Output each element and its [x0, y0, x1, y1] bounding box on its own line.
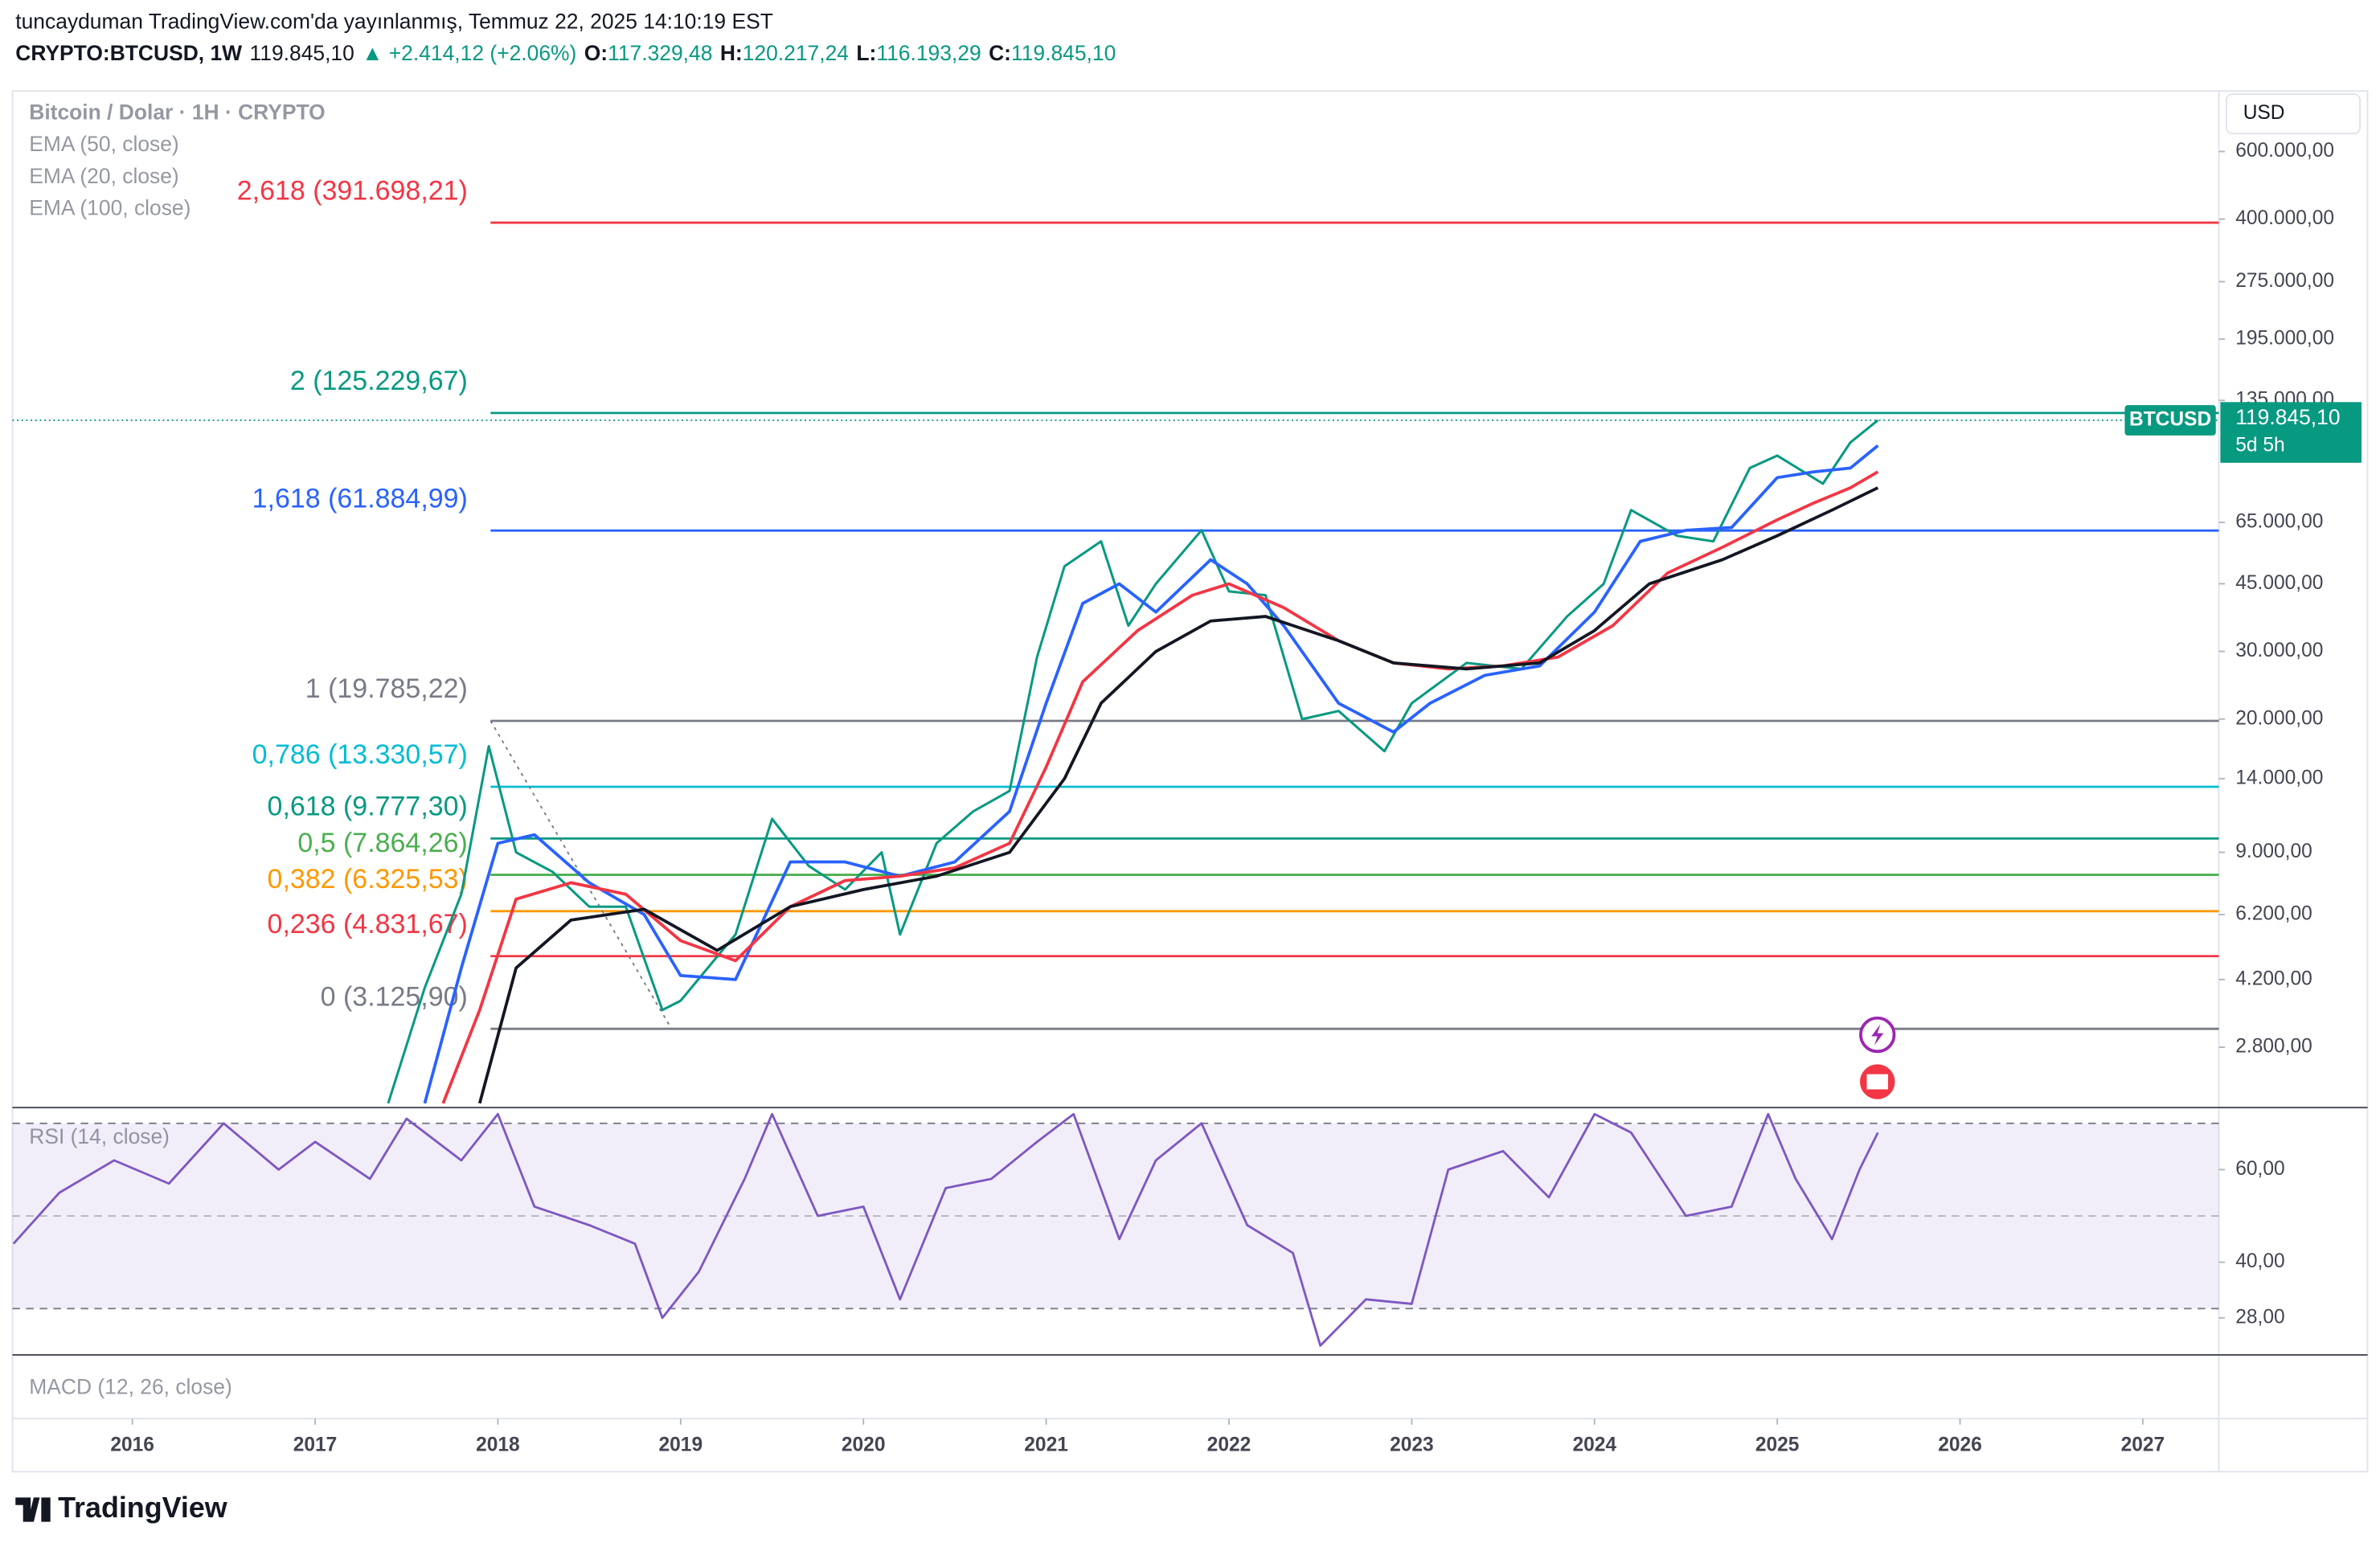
fib-trend — [490, 720, 673, 1029]
fib-label: 0,618 (9.777,30) — [268, 792, 468, 822]
series-line — [423, 444, 1879, 1104]
ohlc-key: O: — [584, 41, 608, 65]
x-tick-label: 2022 — [1207, 1435, 1251, 1456]
legend-ema: EMA (100, close) — [29, 196, 190, 220]
y-tick-label: 600.000,00 — [2235, 140, 2334, 162]
currency-button[interactable] — [2225, 93, 2362, 135]
last-price: 119.845,10 — [250, 41, 354, 65]
rsi-line — [12, 1112, 1879, 1347]
rsi-y-tick-label: 40,00 — [2235, 1250, 2284, 1272]
series-line — [387, 419, 1879, 1104]
x-tick-label: 2016 — [110, 1435, 154, 1456]
logo — [15, 1497, 51, 1522]
y-tick-label: 65.000,00 — [2235, 511, 2323, 533]
logo-mark — [15, 1497, 51, 1522]
countdown: 5d 5h — [2235, 435, 2284, 456]
rsi-y-tick-label: 60,00 — [2235, 1158, 2284, 1180]
legend-symbol: Bitcoin / Dolar · 1H · CRYPTO — [29, 100, 325, 125]
x-tick-label: 2024 — [1572, 1435, 1616, 1456]
fib-label: 1 (19.785,22) — [305, 673, 468, 704]
y-tick-label: 45.000,00 — [2235, 572, 2323, 594]
x-tick-label: 2023 — [1390, 1435, 1434, 1456]
footer-brand: TradingView — [58, 1492, 227, 1524]
symbol: CRYPTO:BTCUSD, 1W — [15, 41, 242, 65]
y-tick-label: 2.800,00 — [2235, 1036, 2312, 1058]
y-tick-label: 275.000,00 — [2235, 270, 2334, 292]
fib-label: 2,618 (391.698,21) — [237, 175, 468, 206]
y-tick-label: 9.000,00 — [2235, 841, 2312, 862]
y-tick-label: 195.000,00 — [2235, 327, 2334, 349]
y-tick-label: 4.200,00 — [2235, 968, 2312, 989]
fib-label: 0,382 (6.325,53) — [268, 864, 468, 894]
y-tick-label: 6.200,00 — [2235, 902, 2312, 924]
y-tick-label: 20.000,00 — [2235, 707, 2323, 729]
x-tick-label: 2019 — [659, 1435, 703, 1456]
event-icon-flag — [1866, 1074, 1888, 1090]
macd-title: MACD (12, 26, close) — [29, 1374, 232, 1398]
x-tick-label: 2020 — [842, 1435, 886, 1456]
x-tick-label: 2026 — [1938, 1435, 1982, 1456]
series-line — [477, 486, 1879, 1104]
ohlc-key: C: — [989, 41, 1011, 65]
currency[interactable]: USD — [2243, 102, 2285, 124]
y-tick-label: 400.000,00 — [2235, 207, 2334, 229]
fib-label: 1,618 (61.884,99) — [252, 483, 468, 514]
x-tick-label: 2025 — [1755, 1435, 1800, 1456]
rsi-y-tick-label: 28,00 — [2235, 1306, 2284, 1328]
ohlc-value: 116.193,29 — [876, 41, 981, 65]
x-tick-label: 2018 — [476, 1435, 520, 1456]
last-price-value: 119.845,10 — [2235, 405, 2340, 429]
y-tick-label: 14.000,00 — [2235, 767, 2323, 788]
price-pane — [387, 419, 1879, 1104]
last-price-box — [2220, 402, 2362, 463]
series-line — [441, 470, 1879, 1104]
last-price-tag-text: BTCUSD — [2129, 408, 2211, 430]
rsi-band — [12, 1123, 2219, 1309]
rsi-title: RSI (14, close) — [29, 1124, 170, 1148]
fib-label: 2 (125.229,67) — [290, 366, 468, 396]
ohlc-key: H: — [720, 41, 743, 65]
publisher: tuncayduman TradingView.com'da yayınlanm… — [15, 9, 773, 33]
chart-frame — [11, 90, 2369, 1473]
y-tick-label: 30.000,00 — [2235, 640, 2323, 661]
last-price-tag — [2124, 405, 2216, 436]
fib-label: 0,786 (13.330,57) — [252, 739, 468, 770]
fib-label: 0,5 (7.864,26) — [297, 828, 468, 858]
fib-label: 0 (3.125,90) — [321, 981, 468, 1012]
legend-ema: EMA (20, close) — [29, 164, 179, 188]
x-tick-label: 2021 — [1024, 1435, 1068, 1456]
x-tick-label: 2017 — [293, 1435, 338, 1456]
ohlc-key: L: — [856, 41, 876, 65]
x-tick-label: 2027 — [2121, 1435, 2165, 1456]
fib-label: 0,236 (4.831,67) — [268, 909, 468, 939]
ohlc-value: 119.845,10 — [1011, 41, 1116, 65]
legend-ema: EMA (50, close) — [29, 132, 179, 156]
rsi-pane — [12, 1112, 1879, 1347]
event-icon-bolt — [1871, 1024, 1884, 1046]
ohlc-value: 120.217,24 — [743, 41, 849, 65]
change: ▲ +2.414,12 (+2.06%) — [362, 41, 576, 65]
ohlc-value: 117.329,48 — [608, 41, 712, 65]
